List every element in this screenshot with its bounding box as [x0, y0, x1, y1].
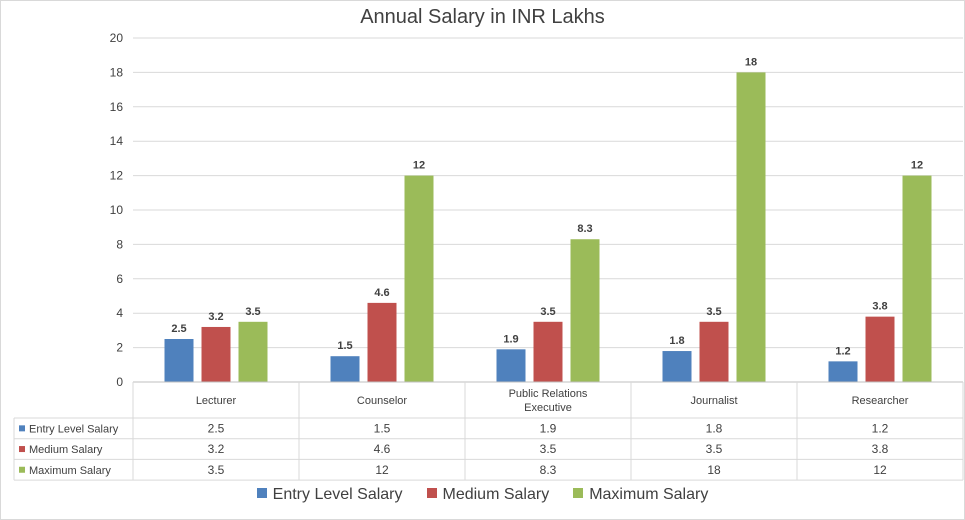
legend-item: Medium Salary — [426, 486, 550, 504]
y-tick-label: 18 — [110, 65, 124, 79]
legend-item: Entry Level Salary — [256, 486, 403, 504]
y-tick-label: 20 — [110, 31, 124, 45]
bar-0-4 — [828, 361, 858, 382]
table-row-label: Maximum Salary — [29, 465, 111, 477]
data-label: 12 — [413, 160, 425, 172]
bar-1-4 — [865, 316, 895, 382]
bar-1-2 — [533, 321, 563, 382]
table-cell: 8.3 — [540, 463, 557, 477]
data-label: 3.8 — [872, 301, 887, 313]
y-tick-label: 14 — [110, 134, 124, 148]
legend-item: Maximum Salary — [573, 486, 708, 504]
table-cell: 12 — [375, 463, 389, 477]
legend-label: Medium Salary — [442, 486, 550, 503]
table-legend-key — [19, 425, 25, 432]
bar-1-0 — [201, 326, 231, 382]
data-label: 1.2 — [835, 345, 850, 357]
y-tick-label: 2 — [116, 341, 123, 355]
data-label: 3.5 — [245, 306, 260, 318]
category-label: Public Relations — [509, 388, 588, 400]
bar-2-3 — [736, 72, 766, 383]
data-label: 8.3 — [577, 223, 592, 235]
table-row-label: Medium Salary — [29, 444, 103, 456]
category-label: Lecturer — [196, 395, 237, 407]
table-cell: 2.5 — [208, 421, 225, 435]
data-label: 3.2 — [208, 311, 223, 323]
category-label: Journalist — [690, 395, 737, 407]
table-cell: 3.2 — [208, 442, 225, 456]
y-tick-label: 8 — [116, 237, 123, 251]
bar-0-1 — [330, 356, 360, 382]
category-label: Executive — [524, 402, 572, 414]
table-cell: 4.6 — [374, 442, 391, 456]
table-cell: 3.5 — [706, 442, 723, 456]
y-tick-label: 16 — [110, 100, 124, 114]
y-tick-label: 6 — [116, 272, 123, 286]
data-label: 1.8 — [669, 335, 684, 347]
bar-0-0 — [164, 339, 194, 382]
y-tick-label: 12 — [110, 169, 124, 183]
table-cell: 3.5 — [540, 442, 557, 456]
table-cell: 18 — [707, 463, 721, 477]
table-cell: 1.9 — [540, 421, 557, 435]
data-label: 1.5 — [337, 340, 352, 352]
table-legend-key — [19, 466, 25, 473]
table-cell: 1.5 — [374, 421, 391, 435]
legend-swatch — [426, 488, 437, 498]
data-label: 1.9 — [503, 333, 518, 345]
table-legend-key — [19, 446, 25, 453]
data-label: 18 — [745, 56, 757, 68]
bar-2-4 — [902, 175, 932, 382]
legend-label: Entry Level Salary — [272, 486, 403, 503]
table-row-label: Entry Level Salary — [29, 423, 119, 435]
bar-1-3 — [699, 321, 729, 382]
data-label: 2.5 — [171, 323, 186, 335]
chart-title: Annual Salary in INR Lakhs — [360, 6, 605, 28]
bar-0-3 — [662, 351, 692, 382]
y-tick-label: 0 — [116, 375, 123, 389]
table-cell: 12 — [873, 463, 887, 477]
category-label: Researcher — [852, 395, 909, 407]
table-cell: 3.8 — [872, 442, 889, 456]
bar-1-1 — [367, 302, 397, 382]
chart-legend: Entry Level Salary Medium Salary Maximum S… — [0, 486, 965, 504]
data-label: 3.5 — [706, 306, 721, 318]
category-label: Counselor — [357, 395, 407, 407]
table-cell: 1.8 — [706, 421, 723, 435]
bar-0-2 — [496, 349, 526, 382]
y-tick-label: 10 — [110, 203, 124, 217]
bar-2-2 — [570, 239, 600, 382]
data-label: 3.5 — [540, 306, 555, 318]
data-label: 12 — [911, 160, 923, 172]
y-tick-label: 4 — [116, 306, 123, 320]
legend-swatch — [573, 488, 584, 498]
legend-swatch — [256, 488, 267, 498]
bar-2-1 — [404, 175, 434, 382]
data-label: 4.6 — [374, 287, 389, 299]
table-cell: 3.5 — [208, 463, 225, 477]
table-cell: 1.2 — [872, 421, 889, 435]
legend-label: Maximum Salary — [589, 486, 709, 503]
bar-2-0 — [238, 321, 268, 382]
